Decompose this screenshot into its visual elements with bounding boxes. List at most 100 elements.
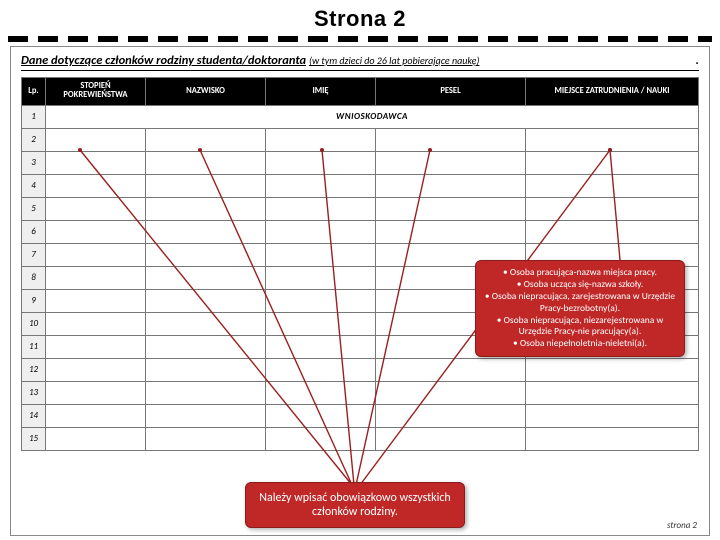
callout-right-l3: • Osoba niepracująca, zarejestrowana w U… <box>484 291 676 315</box>
cell-empty <box>376 427 526 450</box>
cell-empty <box>376 128 526 151</box>
cell-empty <box>266 220 376 243</box>
cell-empty <box>146 312 266 335</box>
cell-lp: 10 <box>22 312 46 335</box>
cell-empty <box>266 243 376 266</box>
cell-empty <box>146 266 266 289</box>
cell-empty <box>46 197 146 220</box>
cell-empty <box>376 197 526 220</box>
cell-empty <box>146 381 266 404</box>
callout-right-l5: • Osoba niepełnoletnia-nieletni(a). <box>484 338 676 350</box>
cell-empty <box>376 220 526 243</box>
cell-wnioskodawca: WNIOSKODAWCA <box>46 105 699 128</box>
cell-empty <box>376 174 526 197</box>
cell-lp: 3 <box>22 151 46 174</box>
cell-empty <box>526 197 699 220</box>
table-row: 6 <box>22 220 699 243</box>
cell-empty <box>266 427 376 450</box>
cell-empty <box>46 220 146 243</box>
cell-lp: 9 <box>22 289 46 312</box>
cell-lp: 11 <box>22 335 46 358</box>
cell-empty <box>146 243 266 266</box>
cell-empty <box>146 151 266 174</box>
cell-empty <box>146 128 266 151</box>
cell-empty <box>526 220 699 243</box>
col-lp: Lp. <box>22 78 46 106</box>
slide-title: Strona 2 <box>0 0 720 36</box>
section-heading: Dane dotyczące członków rodziny studenta… <box>21 53 699 71</box>
cell-empty <box>146 174 266 197</box>
cell-empty <box>46 381 146 404</box>
heading-sub: (w tym dzieci do 26 lat pobierające nauk… <box>309 54 479 67</box>
cell-empty <box>266 197 376 220</box>
table-row: 13 <box>22 381 699 404</box>
cell-empty <box>146 358 266 381</box>
callout-right: • Osoba pracująca-nazwa miejsca pracy. •… <box>475 260 685 357</box>
cell-empty <box>266 404 376 427</box>
cell-empty <box>526 358 699 381</box>
cell-empty <box>46 289 146 312</box>
cell-empty <box>526 151 699 174</box>
cell-lp: 15 <box>22 427 46 450</box>
cell-empty <box>146 404 266 427</box>
cell-lp: 2 <box>22 128 46 151</box>
cell-empty <box>376 358 526 381</box>
col-pesel: PESEL <box>376 78 526 106</box>
cell-empty <box>526 404 699 427</box>
cell-lp: 12 <box>22 358 46 381</box>
cell-empty <box>526 381 699 404</box>
cell-lp: 6 <box>22 220 46 243</box>
cell-empty <box>266 381 376 404</box>
table-header-row: Lp. STOPIEŃ POKREWIEŃSTWA NAZWISKO IMIĘ … <box>22 78 699 106</box>
cell-empty <box>526 174 699 197</box>
cell-empty <box>266 289 376 312</box>
cell-empty <box>46 312 146 335</box>
cell-empty <box>46 404 146 427</box>
cell-empty <box>146 197 266 220</box>
cell-empty <box>266 128 376 151</box>
table-row: 1WNIOSKODAWCA <box>22 105 699 128</box>
cell-empty <box>46 335 146 358</box>
cell-empty <box>46 151 146 174</box>
table-row: 14 <box>22 404 699 427</box>
col-imie: IMIĘ <box>266 78 376 106</box>
cell-empty <box>266 312 376 335</box>
cell-empty <box>376 381 526 404</box>
cell-empty <box>266 266 376 289</box>
callout-right-l4: • Osoba niepracująca, niezarejestrowana … <box>484 315 676 339</box>
cell-empty <box>266 358 376 381</box>
cell-empty <box>46 243 146 266</box>
cell-lp: 14 <box>22 404 46 427</box>
page-footer: strona 2 <box>667 520 697 531</box>
cell-empty <box>46 174 146 197</box>
cell-empty <box>376 404 526 427</box>
cell-empty <box>526 128 699 151</box>
cell-lp: 8 <box>22 266 46 289</box>
table-row: 3 <box>22 151 699 174</box>
cell-empty <box>376 151 526 174</box>
cell-empty <box>266 174 376 197</box>
cell-empty <box>46 266 146 289</box>
heading-main: Dane dotyczące członków rodziny studenta… <box>21 53 306 68</box>
cell-lp: 13 <box>22 381 46 404</box>
table-row: 5 <box>22 197 699 220</box>
col-miejsce: MIEJSCE ZATRUDNIENIA / NAUKI <box>526 78 699 106</box>
cell-empty <box>266 335 376 358</box>
cell-empty <box>146 335 266 358</box>
dashed-divider <box>8 36 712 42</box>
table-row: 12 <box>22 358 699 381</box>
cell-empty <box>266 151 376 174</box>
cell-lp: 7 <box>22 243 46 266</box>
cell-empty <box>146 220 266 243</box>
cell-empty <box>46 358 146 381</box>
table-row: 2 <box>22 128 699 151</box>
cell-empty <box>46 128 146 151</box>
col-stopien: STOPIEŃ POKREWIEŃSTWA <box>46 78 146 106</box>
cell-lp: 1 <box>22 105 46 128</box>
table-row: 4 <box>22 174 699 197</box>
cell-empty <box>146 289 266 312</box>
cell-lp: 4 <box>22 174 46 197</box>
cell-empty <box>46 427 146 450</box>
cell-lp: 5 <box>22 197 46 220</box>
callout-right-l2: • Osoba ucząca się-nazwa szkoły. <box>484 279 676 291</box>
